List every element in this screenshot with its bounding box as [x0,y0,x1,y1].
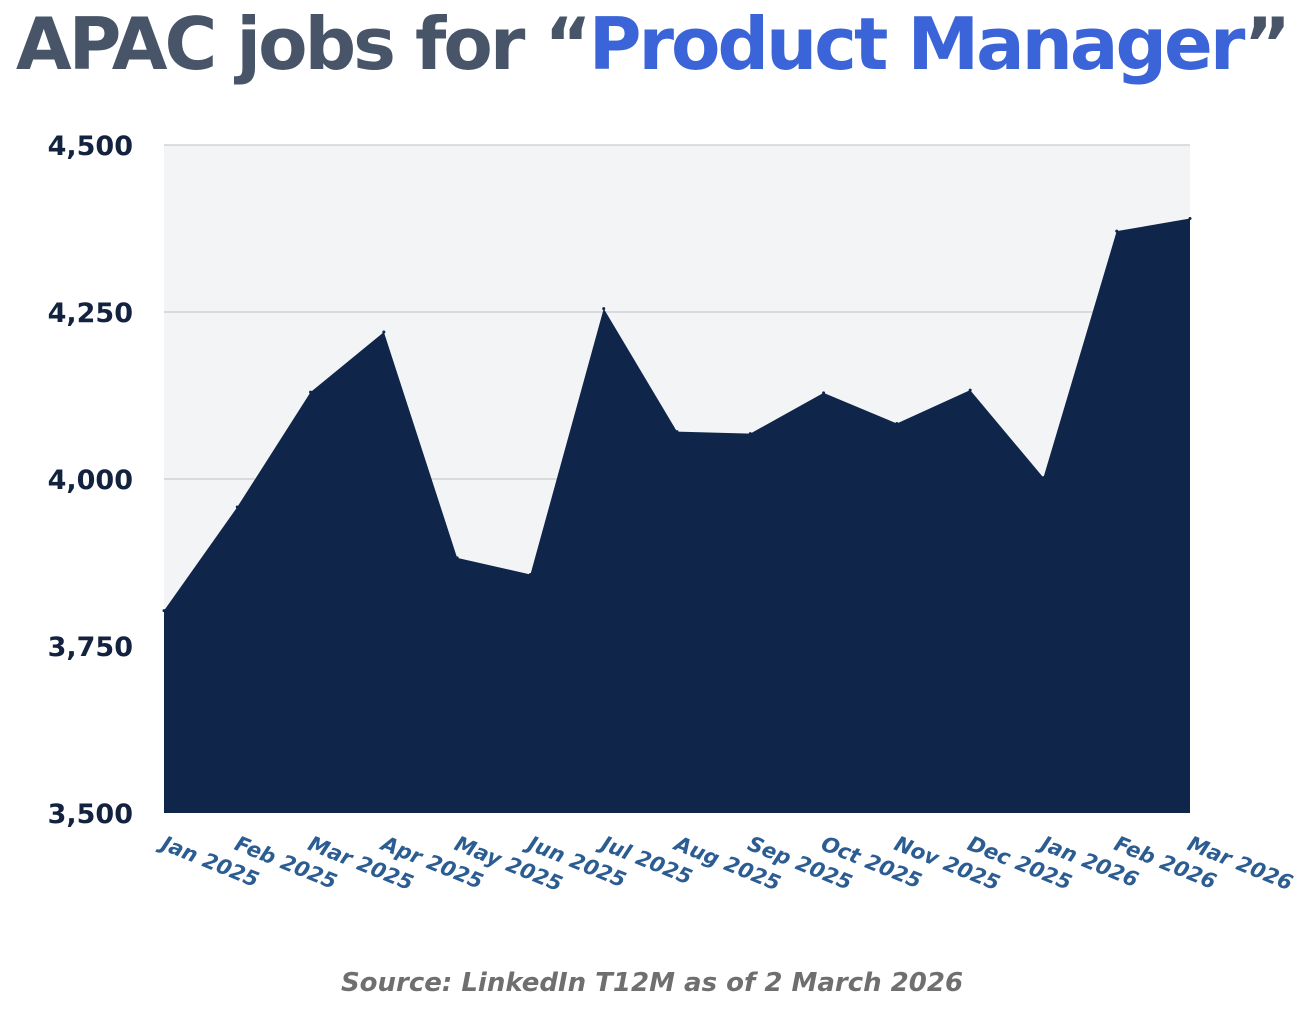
ytick-label-2: 4,000 [48,465,133,496]
data-point-3 [382,330,386,334]
data-point-13 [1115,229,1119,233]
title-close-quote: ” [1243,2,1291,86]
data-point-10 [895,422,899,426]
ytick-label-1: 3,750 [48,632,133,663]
data-point-9 [822,391,826,395]
area-series [164,218,1190,814]
title-prefix: APAC jobs for [15,2,545,86]
data-point-7 [675,430,679,434]
data-point-5 [528,573,532,577]
ytick-label-4: 4,500 [48,131,133,162]
data-point-4 [455,556,459,560]
data-point-0 [162,609,166,613]
ytick-label-3: 4,250 [48,298,133,329]
data-point-6 [602,307,606,311]
data-point-12 [1041,476,1045,480]
ytick-label-0: 3,500 [48,799,133,830]
data-point-1 [235,505,239,509]
data-point-11 [968,388,972,392]
title-highlight: Product Manager [588,2,1247,86]
data-point-14 [1188,216,1192,220]
source-note: Source: LinkedIn T12M as of 2 March 2026 [340,968,964,998]
title-open-quote: “ [544,2,591,86]
data-point-8 [748,432,752,436]
data-point-2 [309,390,313,394]
chart-title: APAC jobs for “Product Manager” [0,2,1304,86]
